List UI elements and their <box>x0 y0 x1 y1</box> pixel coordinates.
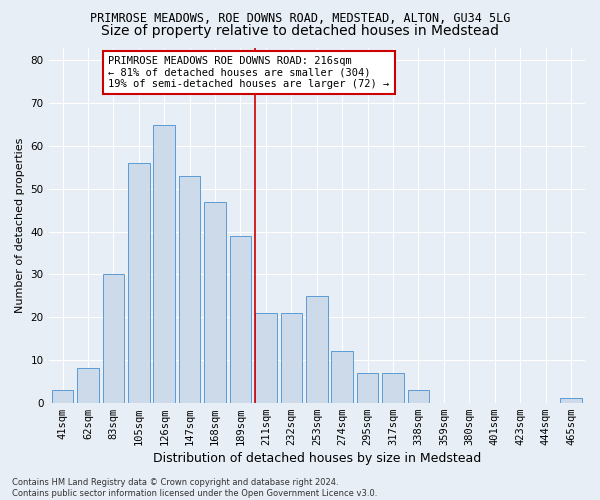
Bar <box>382 372 404 402</box>
Bar <box>204 202 226 402</box>
X-axis label: Distribution of detached houses by size in Medstead: Distribution of detached houses by size … <box>152 452 481 465</box>
Bar <box>103 274 124 402</box>
Bar <box>154 124 175 402</box>
Bar <box>331 352 353 403</box>
Bar <box>230 236 251 402</box>
Text: Size of property relative to detached houses in Medstead: Size of property relative to detached ho… <box>101 24 499 38</box>
Bar <box>52 390 73 402</box>
Text: PRIMROSE MEADOWS ROE DOWNS ROAD: 216sqm
← 81% of detached houses are smaller (30: PRIMROSE MEADOWS ROE DOWNS ROAD: 216sqm … <box>108 56 389 90</box>
Y-axis label: Number of detached properties: Number of detached properties <box>15 138 25 313</box>
Bar <box>179 176 200 402</box>
Bar <box>560 398 582 402</box>
Bar <box>281 313 302 402</box>
Bar <box>407 390 429 402</box>
Bar <box>255 313 277 402</box>
Text: Contains HM Land Registry data © Crown copyright and database right 2024.
Contai: Contains HM Land Registry data © Crown c… <box>12 478 377 498</box>
Bar <box>357 372 379 402</box>
Bar <box>128 163 149 402</box>
Text: PRIMROSE MEADOWS, ROE DOWNS ROAD, MEDSTEAD, ALTON, GU34 5LG: PRIMROSE MEADOWS, ROE DOWNS ROAD, MEDSTE… <box>90 12 510 26</box>
Bar <box>77 368 99 402</box>
Bar <box>306 296 328 403</box>
